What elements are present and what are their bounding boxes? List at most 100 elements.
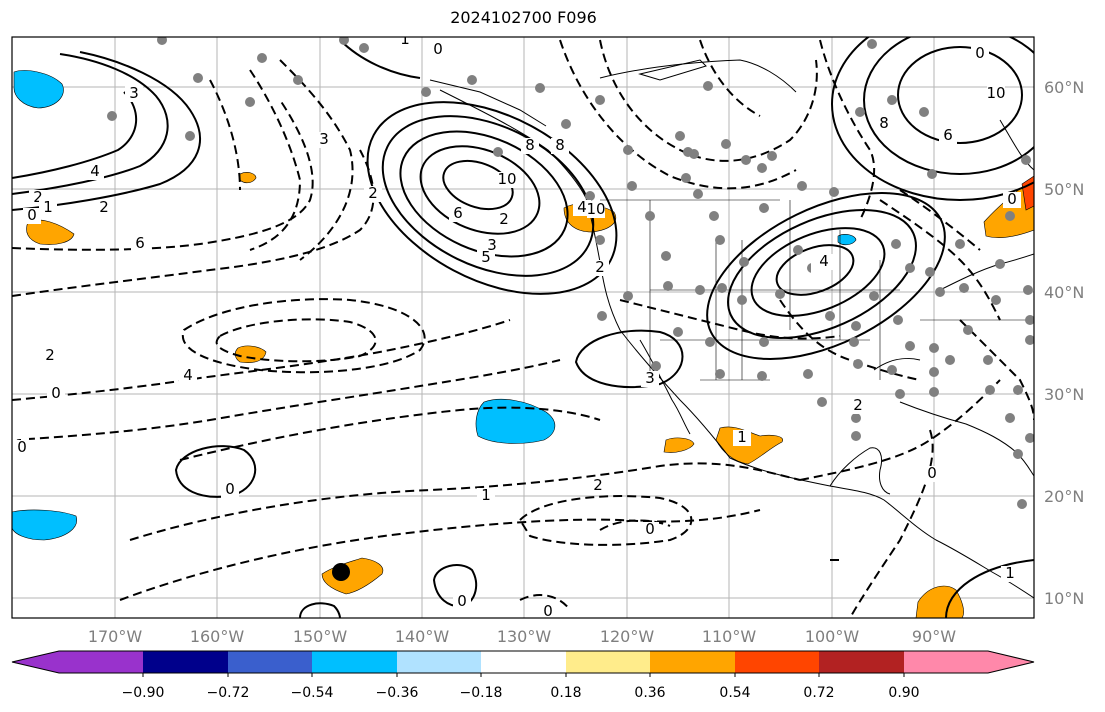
contour-label-bg [131,236,149,252]
lat-label: 60°N [1044,78,1084,97]
colorbar-tick-label: −0.36 [376,685,419,701]
contour-label-bg [95,200,113,216]
contour-label: 1 [400,30,410,48]
contour-label: 0 [433,40,443,58]
contour-label: 3 [319,130,329,148]
contour-label: 2 [853,396,863,414]
contour-label-bg [498,172,516,188]
colorbar-bin [397,651,481,673]
lat-label: 40°N [1044,283,1084,302]
colorbar-tick-labels: −0.90 −0.72 −0.54 −0.36 −0.18 0.18 0.36 … [122,685,920,701]
lon-label: 120°W [600,627,655,646]
colorbar-bin [481,651,566,673]
colorbar-outline [11,650,1035,674]
contour-label-bg [453,594,471,610]
contour-label: 0 [457,592,467,610]
contour-label: 2 [499,210,509,228]
contour-label-bg [477,488,495,504]
coastlines [429,59,1034,599]
contour-label-bg [41,348,59,364]
contour-label-bg [221,482,239,498]
contour-label-bg [1001,566,1019,582]
lon-label: 150°W [293,627,348,646]
contour-label-bg [396,37,414,48]
colorbar-tick-label: 0.90 [888,685,919,701]
lon-label: 140°W [395,627,450,646]
contour-label-bg [315,132,333,148]
contour-label-bg [971,46,989,62]
colorbar-bin [228,651,312,673]
contour-label: 1 [43,198,53,216]
contour-label-bg [551,138,569,154]
map-frame [11,36,1035,619]
contour-label: 1 [1005,564,1015,582]
colorbar [11,650,1035,677]
lon-label: 90°W [912,627,956,646]
colorbar-bin [312,651,397,673]
contour-label: 0 [51,384,61,402]
colorbar-tick-label: −0.54 [291,685,334,701]
contour-label: 0 [645,520,655,538]
contour-label-bg [364,186,382,202]
contour-label: 0 [17,438,27,456]
contour-label-bg [641,371,659,387]
contour-label-bg [591,260,609,276]
colorbar-tick-label: 0.72 [803,685,834,701]
contour-label: 10 [497,170,516,188]
negative-contours [12,39,1034,618]
positive-contours [12,37,1034,618]
contour-label: 4 [183,366,193,384]
contour-label: 6 [453,204,463,222]
contour-label-bg [429,42,447,58]
colorbar-extend-low [12,651,59,673]
contour-label-bg [125,86,143,102]
lat-label: 30°N [1044,385,1084,404]
contour-label-bg [449,206,467,222]
contour-label: 3 [129,84,139,102]
lat-label: 20°N [1044,487,1084,506]
contour-label: 0 [543,602,553,620]
contour-label: 2 [593,476,603,494]
colorbar-bin [59,651,143,673]
lon-label: 170°W [88,627,143,646]
contour-label: 3 [487,236,497,254]
contour-label-group: 4322012432102310864108653201012000121000… [12,30,1021,620]
contour-label: 6 [135,234,145,252]
contour-label-bg [86,164,104,180]
contour-label: 2 [595,258,605,276]
contour-label-bg [875,116,893,132]
contour-label: 2 [33,188,43,206]
lon-label: 130°W [497,627,552,646]
contour-label-bg [587,202,605,218]
lat-label: 10°N [1044,589,1084,608]
contour-label-bg [495,212,513,228]
colorbar-tick-label: −0.18 [460,685,503,701]
lat-labels: 60°N 50°N 40°N 30°N 20°N 10°N [1044,78,1084,608]
contour-label-bg [573,200,591,216]
contour-label: 6 [943,126,953,144]
contour-label: 8 [555,136,565,154]
contour-label: 8 [525,136,535,154]
colorbar-extend-high [988,651,1034,673]
contour-label: 0 [27,206,37,224]
colorbar-bin [904,651,988,673]
contour-label-bg [39,200,57,216]
lat-label: 50°N [1044,180,1084,199]
contour-label: 8 [879,114,889,132]
contour-label: 4 [819,252,829,270]
colorbar-bin [735,651,819,673]
lon-labels: 170°W 160°W 150°W 140°W 130°W 120°W 110°… [88,627,956,646]
lon-label: 110°W [702,627,757,646]
lon-label: 160°W [190,627,245,646]
colorbar-tick-label: 0.36 [634,685,665,701]
contour-label-bg [849,398,867,414]
colorbar-tick-label: 0.18 [550,685,581,701]
contour-label-bg [939,128,957,144]
colorbar-bin [566,651,650,673]
colorbar-bin [650,651,735,673]
map-title: 2024102700 F096 [450,8,597,27]
contour-label: 0 [927,464,937,482]
lon-label: 100°W [805,627,860,646]
contour-label-bg [13,440,31,456]
